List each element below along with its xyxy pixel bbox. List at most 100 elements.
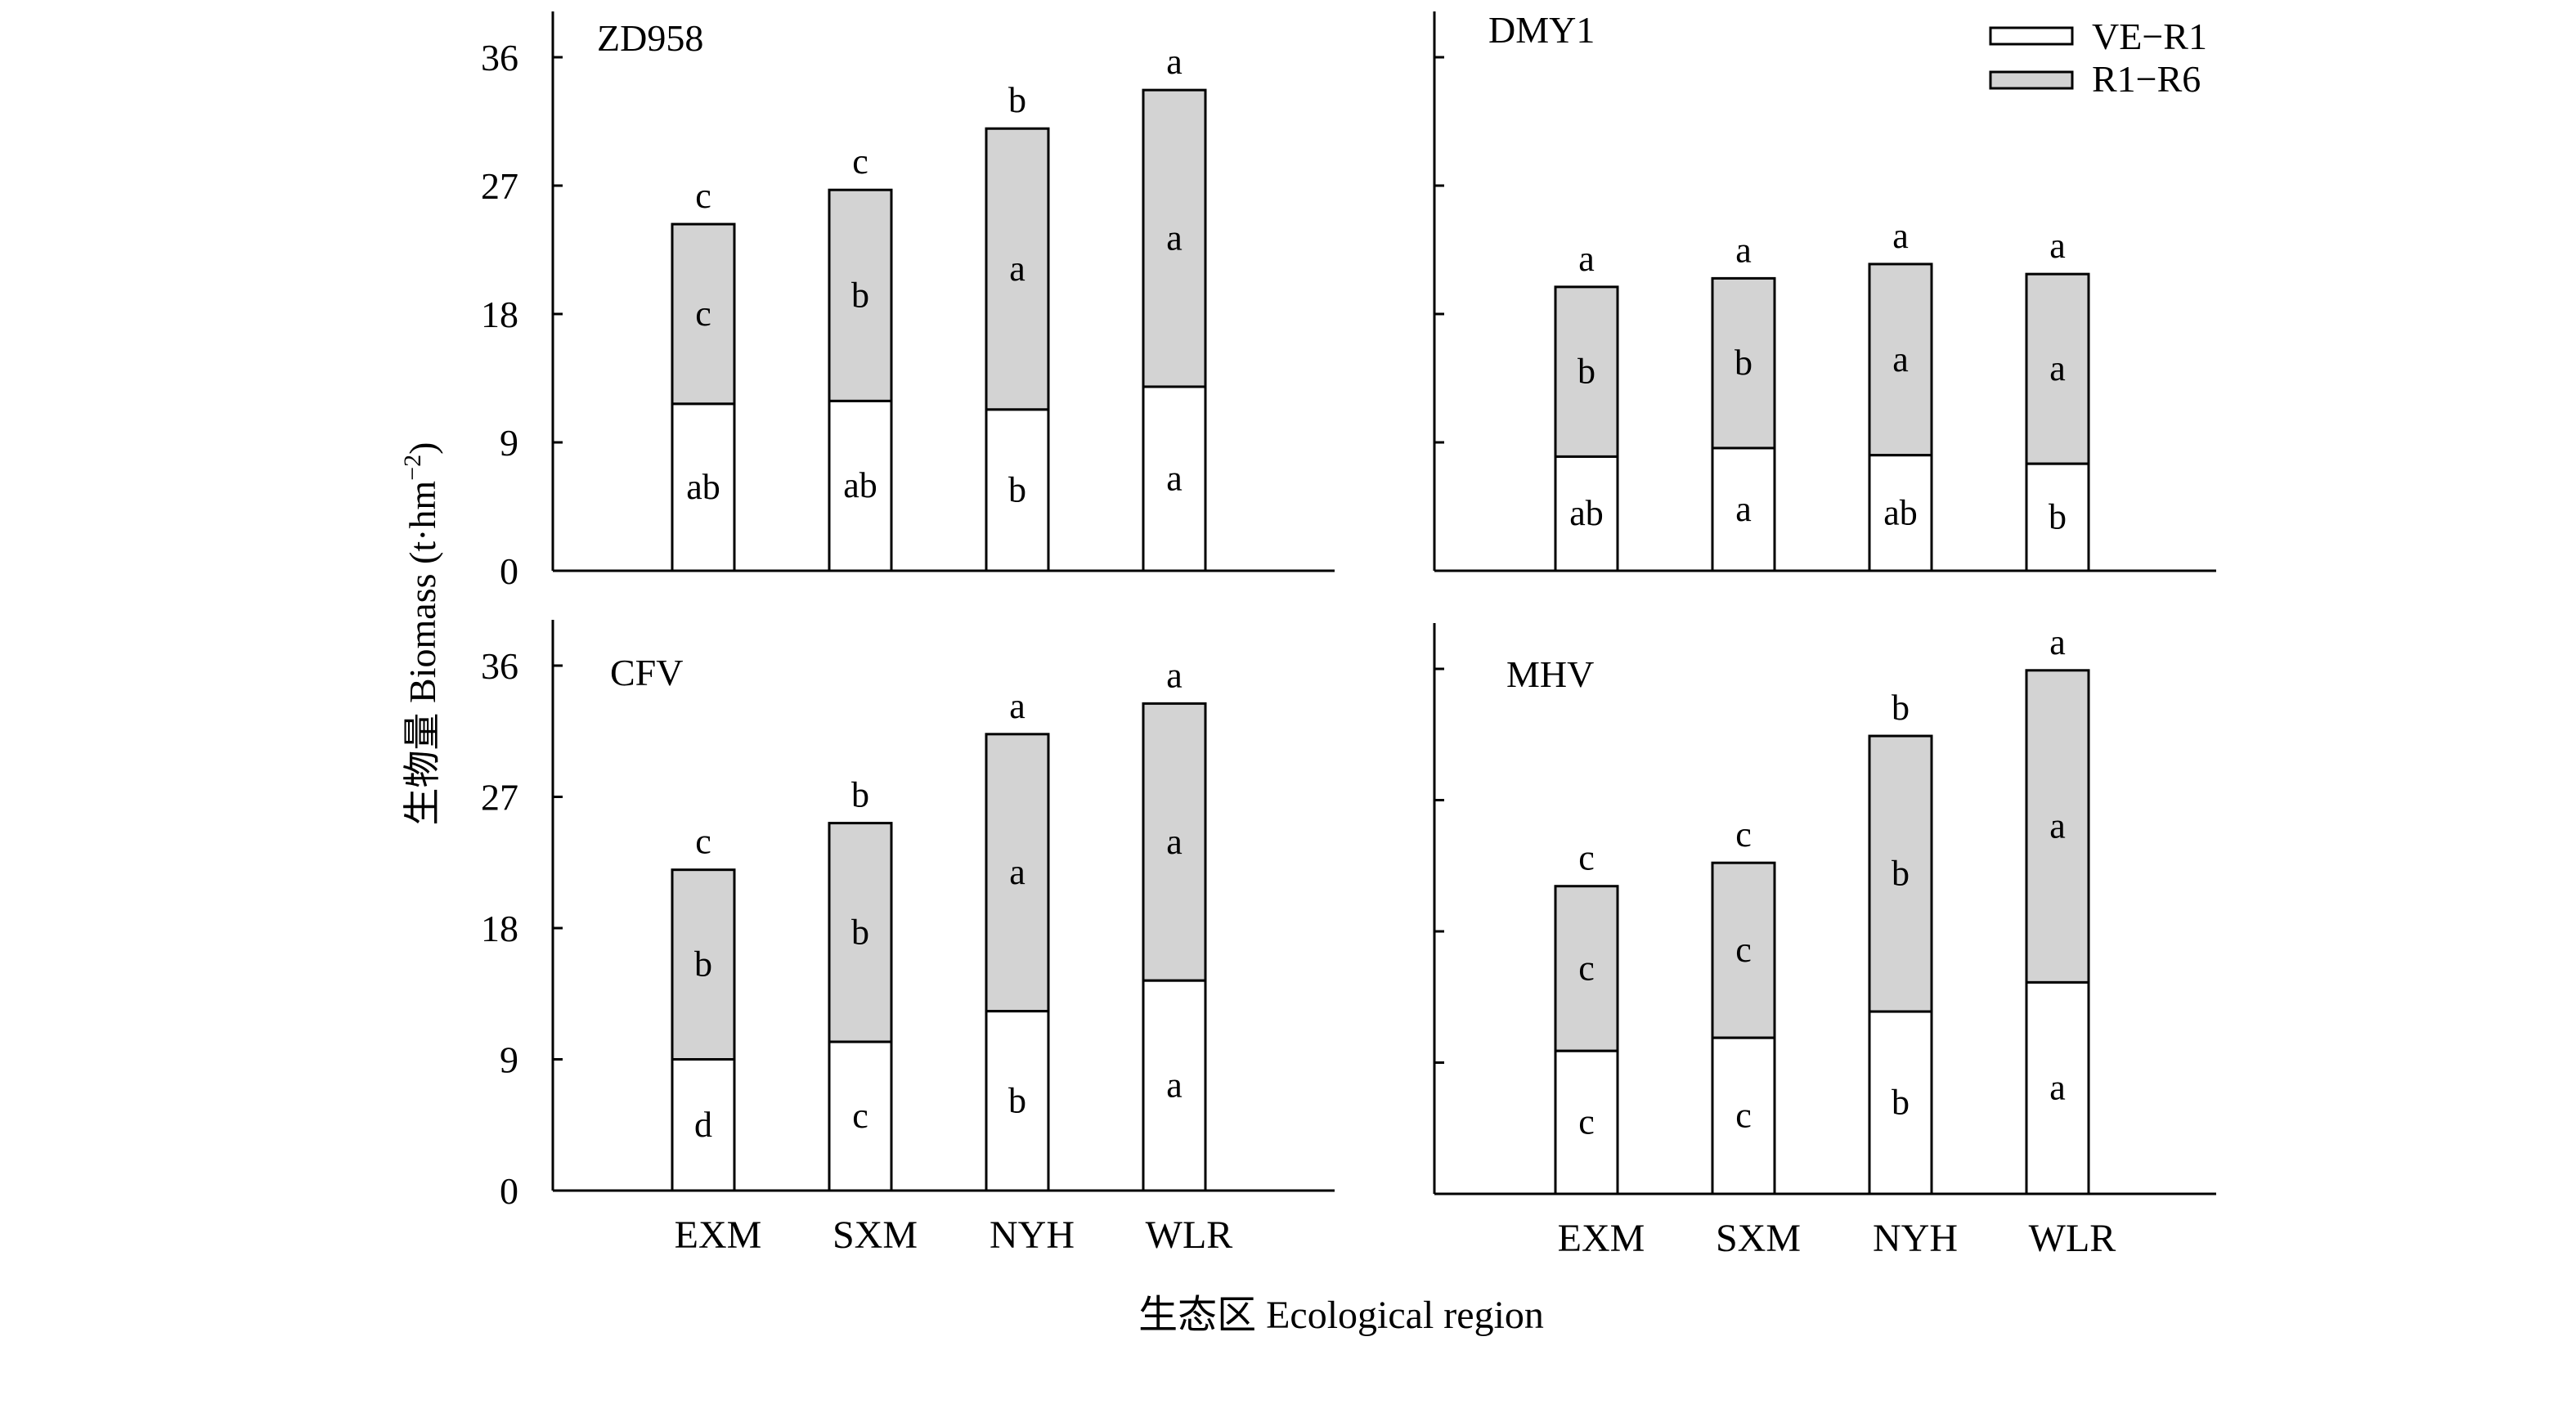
bar-letter-ve-r1: a xyxy=(1735,489,1752,529)
bar-segment-r1-r6 xyxy=(2025,669,2090,984)
bar-segment-r1-r6 xyxy=(1868,734,1933,1013)
x-axis-label: 生态区 Ecological region xyxy=(1138,1294,1544,1337)
bar-letter-ve-r1: d xyxy=(694,1105,712,1145)
bar-segment-ve-r1 xyxy=(2025,462,2090,572)
bar-letter-total: b xyxy=(1008,80,1026,120)
bar-segment-r1-r6 xyxy=(1868,262,1933,457)
bar-letter-r1-r6: b xyxy=(1892,854,1910,894)
y-tick-label: 18 xyxy=(481,908,518,949)
bar-letter-r1-r6: b xyxy=(694,944,712,985)
bar-segment-r1-r6 xyxy=(1142,88,1207,388)
x-tick-label: WLR xyxy=(2029,1217,2116,1260)
bar-letter-r1-r6: c xyxy=(1735,930,1752,970)
bar-letter-r1-r6: a xyxy=(1009,249,1025,289)
panel-mhv: MHV c c c EXM c c c SXM b b b NYH a a a WLR xyxy=(1433,622,2216,1260)
y-tick-label: 9 xyxy=(500,422,518,464)
bar-letter-total: b xyxy=(851,775,869,815)
y-tick-label: 0 xyxy=(500,1170,518,1212)
bar-letter-total: a xyxy=(1009,686,1025,726)
bar-letter-total: a xyxy=(1578,239,1595,279)
legend-swatch-r1-r6 xyxy=(1989,70,2074,90)
bar-letter-r1-r6: a xyxy=(2049,348,2066,388)
bar-segment-ve-r1 xyxy=(1868,1010,1933,1195)
bar-segment-ve-r1 xyxy=(1554,455,1619,572)
bar-letter-ve-r1: b xyxy=(1008,1080,1026,1120)
bar-letter-total: a xyxy=(1735,230,1752,270)
panel-title: DMY1 xyxy=(1488,9,1595,51)
bar-letter-total: c xyxy=(695,176,711,216)
panel-title: MHV xyxy=(1506,653,1594,695)
bar-segment-ve-r1 xyxy=(2025,980,2090,1195)
bar-segment-r1-r6 xyxy=(2025,272,2090,465)
y-tick-label: 36 xyxy=(481,645,518,687)
y-axis-label: 生物量 Biomass (t·hm−2) xyxy=(399,442,443,826)
y-axis-label-superscript: −2 xyxy=(399,455,426,481)
bar-segment-r1-r6 xyxy=(828,822,893,1043)
legend-swatch-ve-r1 xyxy=(1989,26,2074,46)
x-tick-label: EXM xyxy=(1558,1217,1645,1260)
bar-segment-r1-r6 xyxy=(1554,285,1619,458)
panel-cfv: 0 9 18 27 36 CFV d b c EXM c b b SXM b a a NYH a a a WLR xyxy=(481,620,1335,1257)
bar-segment-r1-r6 xyxy=(1554,885,1619,1052)
bar-letter-ve-r1: ab xyxy=(1883,492,1918,532)
bar-letter-ve-r1: b xyxy=(2049,497,2067,537)
bar-letter-ve-r1: c xyxy=(1578,1102,1595,1142)
bar-letter-ve-r1: a xyxy=(1166,1065,1183,1106)
x-tick-label: WLR xyxy=(1146,1213,1233,1257)
bar-letter-ve-r1: b xyxy=(1892,1083,1910,1123)
bar-segment-ve-r1 xyxy=(828,1040,893,1192)
bar-letter-r1-r6: a xyxy=(1009,852,1025,892)
bar-letter-total: c xyxy=(1578,838,1595,878)
legend-label-r1-r6: R1−R6 xyxy=(2092,58,2201,100)
bar-letter-r1-r6: a xyxy=(2049,806,2066,846)
bar-letter-ve-r1: c xyxy=(1735,1096,1752,1136)
bar-segment-ve-r1 xyxy=(671,1058,736,1192)
x-tick-label: SXM xyxy=(1716,1217,1801,1260)
bar-letter-r1-r6: b xyxy=(1577,352,1595,392)
bar-segment-ve-r1 xyxy=(1711,1036,1776,1195)
x-tick-label: SXM xyxy=(832,1213,918,1257)
bar-segment-ve-r1 xyxy=(1868,454,1933,572)
bar-segment-r1-r6 xyxy=(1711,861,1776,1039)
bar-letter-total: a xyxy=(2049,226,2066,266)
bar-segment-r1-r6 xyxy=(671,868,736,1061)
bar-letter-total: c xyxy=(1735,814,1752,855)
bar-segment-ve-r1 xyxy=(671,402,736,572)
panel-title: CFV xyxy=(610,652,683,693)
bar-segment-ve-r1 xyxy=(828,399,893,572)
bar-letter-ve-r1: ab xyxy=(686,467,720,507)
bar-segment-ve-r1 xyxy=(1711,446,1776,572)
bar-segment-r1-r6 xyxy=(828,188,893,402)
bar-segment-ve-r1 xyxy=(1142,385,1207,572)
x-tick-label: NYH xyxy=(1873,1217,1958,1260)
bar-letter-r1-r6: a xyxy=(1892,339,1909,379)
y-axis-label-close: ) xyxy=(402,442,443,455)
bar-letter-r1-r6: a xyxy=(1166,822,1183,862)
bar-letter-ve-r1: b xyxy=(1008,469,1026,509)
x-tick-label: EXM xyxy=(675,1213,762,1257)
bar-letter-total: c xyxy=(852,141,868,182)
bar-letter-total: c xyxy=(695,822,711,862)
y-tick-label: 36 xyxy=(481,37,518,78)
bar-letter-r1-r6: b xyxy=(1735,343,1752,383)
y-axis-label-text: 生物量 Biomass (t·hm xyxy=(402,481,443,826)
panel-title: ZD958 xyxy=(597,17,703,59)
bar-segment-r1-r6 xyxy=(985,127,1050,411)
bar-letter-r1-r6: b xyxy=(851,275,869,315)
bar-letter-ve-r1: a xyxy=(1166,458,1183,498)
bar-letter-ve-r1: a xyxy=(2049,1068,2066,1108)
bar-segment-ve-r1 xyxy=(985,1010,1050,1192)
bar-letter-total: a xyxy=(2049,622,2066,662)
bar-letter-ve-r1: ab xyxy=(843,465,877,505)
y-tick-label: 9 xyxy=(500,1039,518,1081)
bar-segment-r1-r6 xyxy=(1711,276,1776,450)
y-tick-label: 27 xyxy=(481,165,518,207)
bar-letter-total: a xyxy=(1166,42,1183,82)
legend: VE−R1 R1−R6 xyxy=(1989,16,2207,100)
bar-letter-r1-r6: a xyxy=(1166,218,1183,258)
bar-letter-r1-r6: c xyxy=(1578,948,1595,988)
y-tick-label: 18 xyxy=(481,294,518,335)
